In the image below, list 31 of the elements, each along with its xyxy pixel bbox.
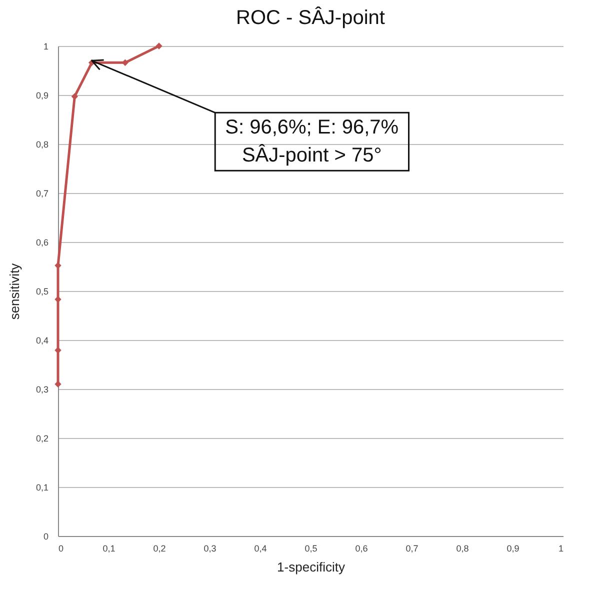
y-tick-label: 0,9 [36,90,48,100]
y-tick-label: 1 [43,42,48,52]
point [54,380,62,388]
point [54,262,62,269]
x-tick-label: 1 [558,544,564,554]
x-tick-label: 0,3 [204,544,216,554]
point [122,59,129,66]
y-tick-label: 0,5 [36,286,48,296]
y-tick-label: 0,2 [36,434,48,444]
y-tick-label: 0,3 [36,384,48,394]
x-tick-label: 0,2 [153,544,166,554]
y-tick-label: 0,8 [36,140,48,150]
y-tick-label: 0 [43,532,48,542]
y-axis-title: sensitivity [6,262,22,320]
x-tick-label: 0 [58,544,64,554]
x-tick-label: 0,4 [254,544,267,554]
chart-title: ROC - SÂJ-point [236,6,386,29]
x-tick-label: 0,6 [355,544,368,554]
point [156,42,162,50]
y-tick-label: 0,7 [36,188,48,198]
y-tick-label: 0,6 [36,238,48,248]
y-tick-label: 0,4 [36,336,48,346]
annotation: S: 96,6%; E: 96,7% SÂJ-point > 75° [225,116,399,167]
x-tick-label: 0,5 [304,544,318,554]
point [71,93,78,100]
x-tick-label: 0,8 [456,544,469,554]
x-tick-label: 0,9 [506,544,520,554]
x-axis-title: 1-specificity [277,560,346,574]
x-tick-label: 0,7 [406,544,418,554]
y-tick-label: 0,1 [36,482,48,492]
x-tick-label: 0,1 [102,544,116,554]
